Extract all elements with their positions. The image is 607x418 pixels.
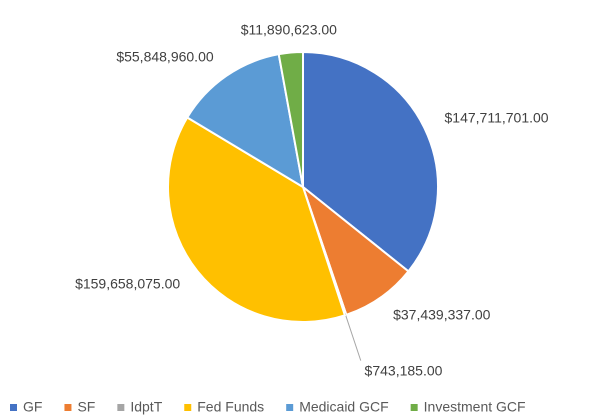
legend-label: SF [77, 399, 95, 415]
data-label: $11,890,623.00 [241, 21, 337, 37]
legend-label: Fed Funds [197, 399, 264, 415]
legend-swatch [410, 404, 418, 411]
legend-swatch [286, 404, 294, 411]
pie-slice [302, 50, 439, 273]
legend-swatch [117, 404, 125, 411]
legend-label: Investment GCF [424, 399, 526, 415]
legend-label: IdptT [130, 399, 162, 415]
data-label: $37,439,337.00 [393, 306, 491, 322]
data-label: $55,848,960.00 [116, 49, 214, 65]
data-label: $159,658,075.00 [75, 276, 180, 292]
legend-swatch [64, 404, 72, 411]
pie-slice [167, 116, 347, 323]
pie-slice [277, 50, 304, 188]
data-label: $743,185.00 [365, 363, 443, 379]
legend-swatch [10, 404, 17, 411]
legend-swatch [184, 404, 192, 411]
data-label: $147,711,701.00 [445, 110, 549, 126]
leader-line [344, 313, 362, 361]
pie-slice [185, 53, 305, 189]
legend-label: GF [23, 399, 42, 415]
legend-label: Medicaid GCF [299, 399, 388, 415]
